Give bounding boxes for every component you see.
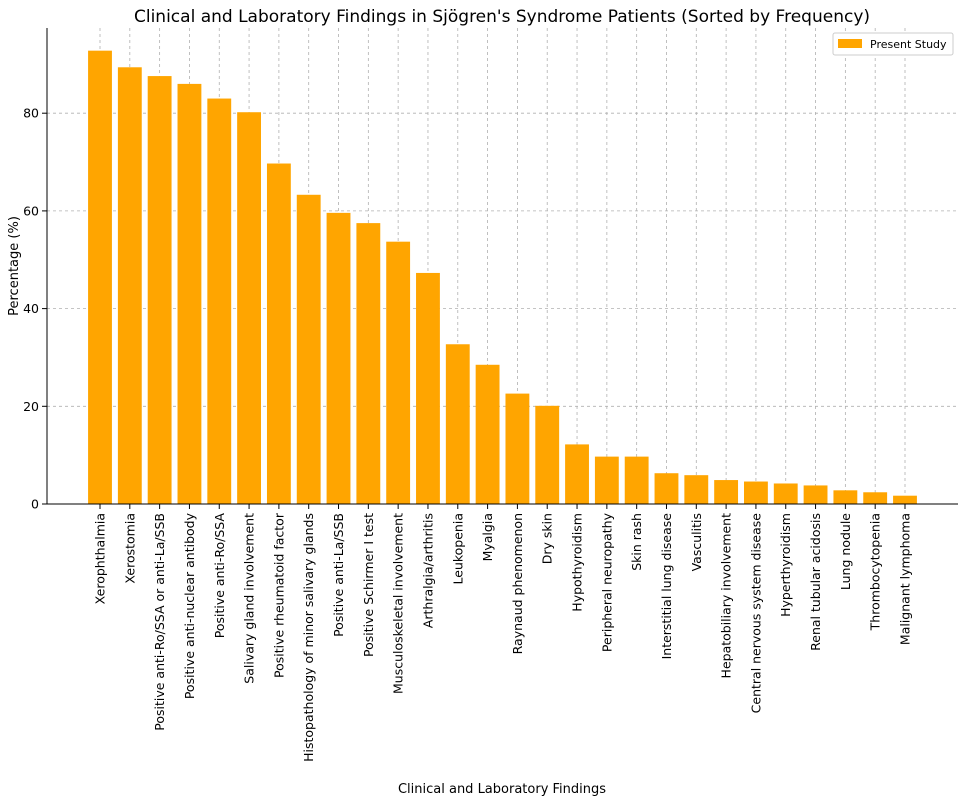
bar: [803, 485, 828, 504]
bar: [773, 483, 798, 504]
x-tick-label: Positive anti-nuclear antibody: [182, 512, 197, 699]
x-tick-label: Lung nodule: [838, 513, 853, 590]
x-tick-label: Vasculitis: [689, 513, 704, 571]
bar: [147, 76, 172, 504]
bars: [88, 50, 917, 505]
bar: [207, 98, 232, 505]
x-tick-label: Positive Schirmer I test: [361, 513, 376, 657]
x-tick-label: Thrombocytopenia: [868, 513, 883, 631]
legend: Present Study: [832, 32, 954, 56]
bar: [117, 67, 142, 504]
chart-title: Clinical and Laboratory Findings in Sjög…: [134, 7, 870, 27]
x-tick-label: Hypothyroidism: [570, 513, 585, 612]
x-tick-label: Leukopenia: [450, 513, 465, 584]
y-tick-label: 40: [23, 301, 39, 316]
x-tick-label: Positive rheumatoid factor: [271, 512, 286, 678]
x-tick-label: Salivary gland involvement: [242, 513, 257, 684]
x-axis-label: Clinical and Laboratory Findings: [398, 782, 606, 797]
bar: [684, 475, 709, 504]
x-tick-label: Central nervous system disease: [748, 513, 763, 714]
x-tick-label: Raynaud phenomenon: [510, 513, 525, 654]
bar: [893, 495, 917, 504]
bar: [505, 393, 530, 504]
legend-swatch: [838, 39, 862, 48]
bar: [833, 490, 858, 504]
bar: [386, 241, 411, 504]
bar: [445, 344, 470, 504]
x-tick-label: Skin rash: [629, 513, 644, 571]
bar: [535, 405, 560, 504]
bar: [296, 194, 321, 505]
x-tick-label: Hyperthyroidism: [778, 513, 793, 617]
x-ticks: Xerophthalmia Xerostomia Positive anti-Ro/…: [93, 504, 913, 762]
legend-label: Present Study: [870, 38, 947, 51]
x-tick-label: Histopathology of minor salivary glands: [301, 513, 316, 762]
y-tick-label: 80: [23, 106, 39, 121]
bar: [237, 112, 261, 505]
bar: [177, 83, 202, 504]
bar: [565, 444, 589, 504]
bar: [475, 364, 500, 504]
x-tick-label: Positive anti-La/SSB: [331, 513, 346, 637]
y-axis-label: Percentage (%): [7, 216, 22, 316]
x-tick-label: Xerostomia: [122, 513, 137, 584]
x-tick-label: Malignant lymphoma: [898, 513, 913, 645]
bar: [88, 50, 112, 505]
bar: [624, 456, 649, 504]
bar: [356, 223, 381, 505]
bar: [326, 212, 351, 504]
x-tick-label: Myalgia: [480, 513, 495, 561]
bar: [266, 163, 291, 504]
x-tick-label: Xerophthalmia: [93, 513, 108, 604]
x-tick-label: Musculoskeletal involvement: [391, 513, 406, 694]
y-tick-label: 20: [23, 399, 39, 414]
bar: [744, 481, 768, 504]
bar: [863, 492, 888, 504]
x-tick-label: Dry skin: [540, 513, 555, 564]
bar: [416, 272, 440, 504]
bar: [594, 456, 619, 504]
x-tick-label: Hepatobiliary involvement: [719, 513, 734, 679]
x-tick-label: Arthralgia/arthritis: [420, 513, 435, 628]
bar: [714, 480, 739, 504]
y-ticks: 0 20 40 60 80: [23, 106, 47, 512]
legend-frame: [832, 32, 954, 56]
x-tick-label: Renal tubular acidosis: [808, 513, 823, 651]
x-tick-label: Positive anti-Ro/SSA: [212, 513, 227, 639]
x-tick-label: Peripheral neuropathy: [599, 512, 614, 652]
y-tick-label: 60: [23, 203, 39, 218]
y-tick-label: 0: [31, 497, 39, 512]
x-tick-label: Positive anti-Ro/SSA or anti-La/SSB: [152, 513, 167, 731]
x-tick-label: Interstitial lung disease: [659, 513, 674, 660]
bar: [654, 473, 679, 504]
